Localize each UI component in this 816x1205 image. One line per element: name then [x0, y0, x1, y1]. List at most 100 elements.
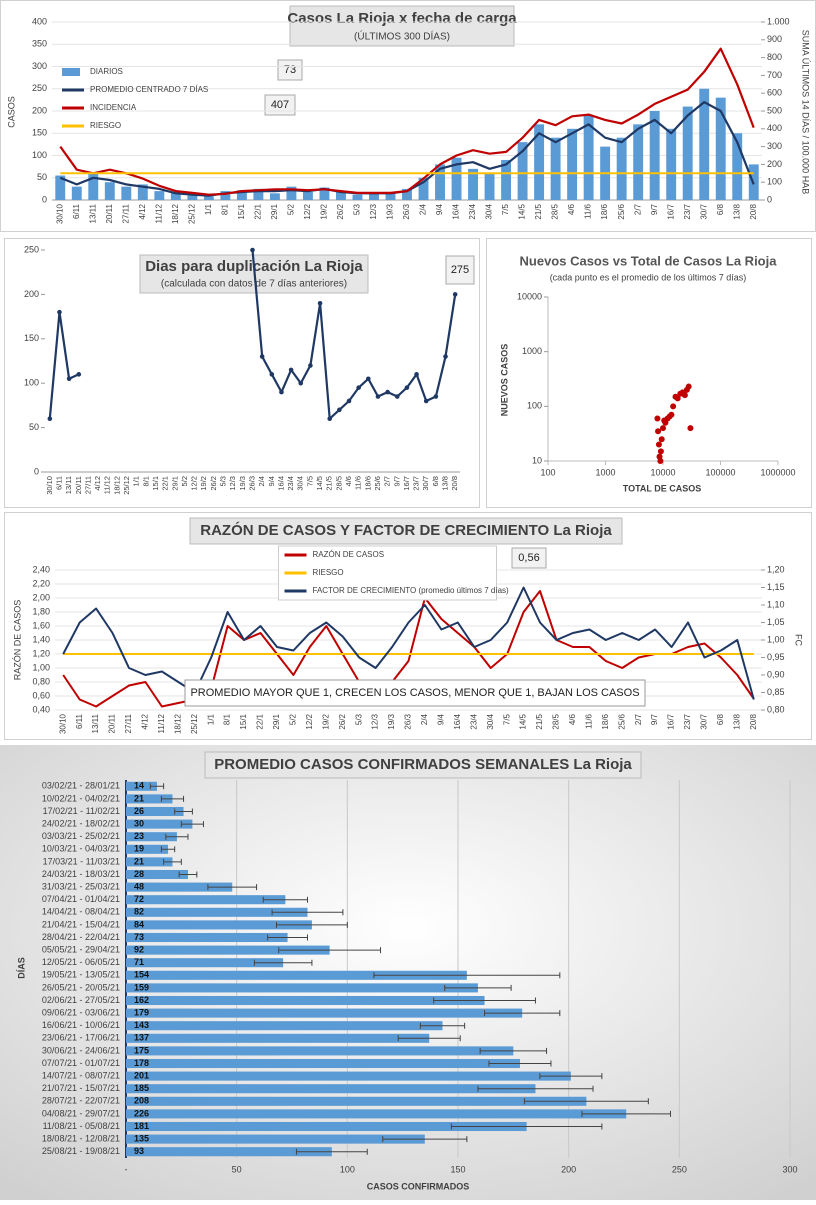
y-tick-label: 10/03/21 - 04/03/21: [42, 844, 120, 854]
error-bar: [295, 1148, 368, 1155]
x-tick-label: 19/2: [199, 476, 208, 491]
value-label: 30: [134, 818, 144, 828]
y-tick-label: 50: [37, 172, 47, 182]
annotation-box: [277, 59, 303, 81]
y-tick-label: 14/07/21 - 08/07/21: [42, 1070, 120, 1080]
y-tick-label: 19/05/21 - 13/05/21: [42, 970, 120, 980]
y-tick-label: 250: [24, 244, 39, 254]
bar: [154, 191, 165, 200]
bar: [126, 958, 284, 968]
bar: [385, 191, 396, 200]
x-tick-label: 100: [540, 467, 555, 477]
bar: [126, 794, 173, 804]
bar: [126, 1109, 627, 1119]
chart-title: PROMEDIO CASOS CONFIRMADOS SEMANALES La …: [214, 756, 632, 773]
error-bar: [484, 1010, 561, 1017]
y-tick-label: 17/03/21 - 11/03/21: [43, 856, 120, 866]
bar: [451, 157, 462, 200]
x-tick-label: 28/5: [551, 203, 560, 219]
bar: [126, 1084, 536, 1094]
x-tick-label: 15/1: [151, 476, 160, 491]
error-bar: [433, 997, 536, 1004]
x-tick-label: 6/11: [72, 203, 81, 219]
x-tick-label: 6/11: [54, 476, 63, 490]
line: [62, 590, 755, 708]
x-tick-label: 9/4: [436, 713, 445, 725]
bar: [104, 182, 115, 200]
bar: [583, 115, 594, 200]
y-tick-label: 250: [32, 83, 47, 93]
x-tick-label: 28/5: [552, 713, 561, 729]
y-tick-label: 17/02/21 - 11/02/21: [43, 806, 120, 816]
chart-subtitle: (cada punto es el promedio de los último…: [550, 272, 747, 282]
bar: [126, 1008, 523, 1018]
x-tick-label: 200: [561, 1164, 576, 1174]
line: [59, 47, 755, 196]
bar: [126, 920, 312, 930]
value-label: 26: [134, 806, 144, 816]
y-tick-label: 24/02/21 - 18/02/21: [42, 818, 120, 828]
x-tick-label: 19/2: [321, 713, 330, 729]
error-bar: [174, 808, 193, 815]
y-tick-label: 0,85: [767, 687, 785, 697]
x-tick-label: 21/5: [535, 713, 544, 729]
bar: [732, 133, 743, 200]
point: [668, 411, 675, 418]
x-tick-label: -: [125, 1164, 128, 1174]
bar: [126, 844, 169, 854]
value-label: 82: [134, 907, 144, 917]
error-bar: [488, 1060, 552, 1067]
point: [660, 425, 666, 432]
x-tick-label: 30/7: [421, 476, 430, 491]
title-box: [204, 751, 642, 779]
x-tick-label: 26/3: [402, 203, 411, 219]
x-tick-label: 12/2: [190, 476, 199, 491]
bar: [137, 184, 148, 200]
y-tick-label: 0,95: [767, 652, 785, 662]
y-tick-label: 300: [767, 141, 782, 151]
marker: [433, 394, 439, 399]
value-label: 19: [134, 844, 144, 854]
x-tick-label: 14/5: [315, 476, 324, 491]
x-tick-label: 4/12: [138, 203, 147, 219]
x-tick-label: 11/12: [157, 713, 166, 733]
x-tick-label: 12/2: [305, 713, 314, 729]
legend-label: RAZÓN DE CASOS: [313, 550, 385, 559]
bar: [126, 1058, 520, 1069]
error-bar: [444, 984, 512, 991]
x-tick-label: 13/11: [88, 203, 97, 223]
point: [681, 392, 688, 399]
x-tick-label: 29/1: [170, 476, 179, 491]
bar: [501, 159, 512, 200]
chart-subtitle: (ÚLTIMOS 300 DÍAS): [354, 30, 450, 43]
x-tick-label: 18/6: [600, 203, 609, 219]
value-label: 178: [134, 1058, 149, 1068]
error-bar: [450, 1123, 603, 1130]
x-tick-label: 7/5: [502, 713, 511, 725]
x-tick-label: 150: [450, 1164, 465, 1174]
y-tick-label: 0: [767, 194, 772, 204]
x-tick-label: 1/1: [206, 713, 215, 725]
line: [48, 249, 457, 420]
value-label: 84: [134, 919, 144, 929]
value-label: 154: [134, 970, 149, 980]
bar: [126, 857, 173, 867]
chart-subtitle: (calculada con datos de 7 días anteriore…: [161, 279, 347, 290]
bar: [126, 895, 286, 905]
marker: [423, 398, 429, 404]
x-tick-label: 7/5: [305, 476, 314, 486]
point: [685, 383, 692, 390]
x-tick-label: 22/1: [254, 203, 263, 219]
bar: [126, 819, 193, 829]
x-tick-label: 29/1: [270, 203, 279, 219]
bar: [126, 1021, 443, 1031]
value-label: 92: [134, 944, 144, 954]
y-tick-label: 2,40: [32, 564, 50, 574]
bar: [435, 164, 445, 200]
x-tick-label: 9/7: [392, 476, 401, 486]
x-tick-label: 9/7: [650, 713, 659, 725]
y2-axis-title: FC: [794, 634, 804, 646]
x-tick-label: 22/1: [161, 476, 170, 491]
x-tick-label: 14/5: [518, 203, 527, 219]
x-tick-label: 12/3: [228, 476, 237, 491]
